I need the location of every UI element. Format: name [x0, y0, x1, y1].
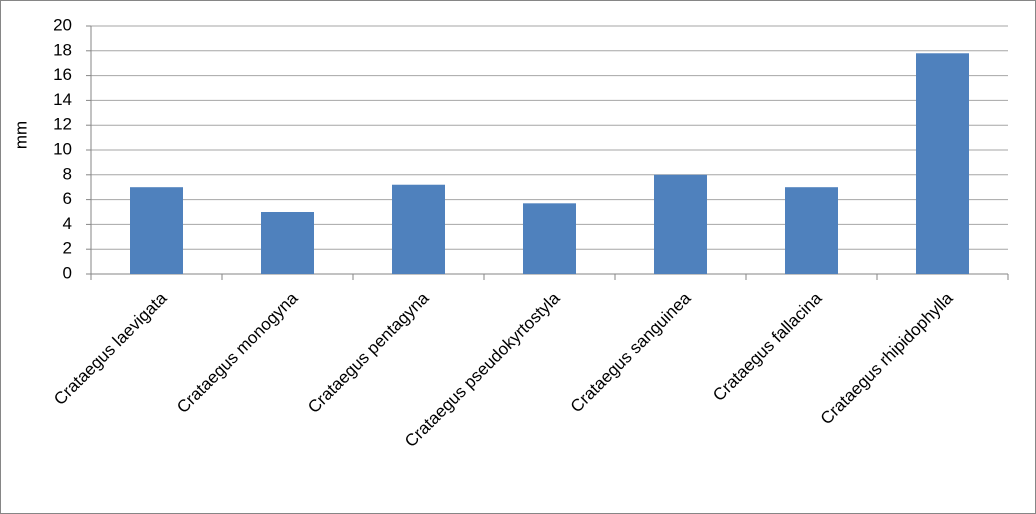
y-tick-label: 4: [63, 214, 72, 233]
y-tick-label: 14: [53, 90, 72, 109]
y-tick-label: 6: [63, 189, 72, 208]
bar: [261, 212, 314, 274]
y-tick-label: 20: [53, 15, 72, 34]
bar: [785, 187, 838, 274]
y-tick-label: 2: [63, 239, 72, 258]
y-tick-label: 18: [53, 40, 72, 59]
bar: [392, 184, 445, 274]
bar: [523, 203, 576, 274]
y-tick-label: 0: [63, 263, 72, 282]
y-tick-label: 10: [53, 139, 72, 158]
bar: [654, 174, 707, 274]
bar: [916, 53, 969, 274]
y-tick-label: 12: [53, 115, 72, 134]
bar: [130, 187, 183, 274]
y-tick-label: 16: [53, 65, 72, 84]
y-tick-label: 8: [63, 164, 72, 183]
y-axis-label: mm: [11, 121, 30, 149]
